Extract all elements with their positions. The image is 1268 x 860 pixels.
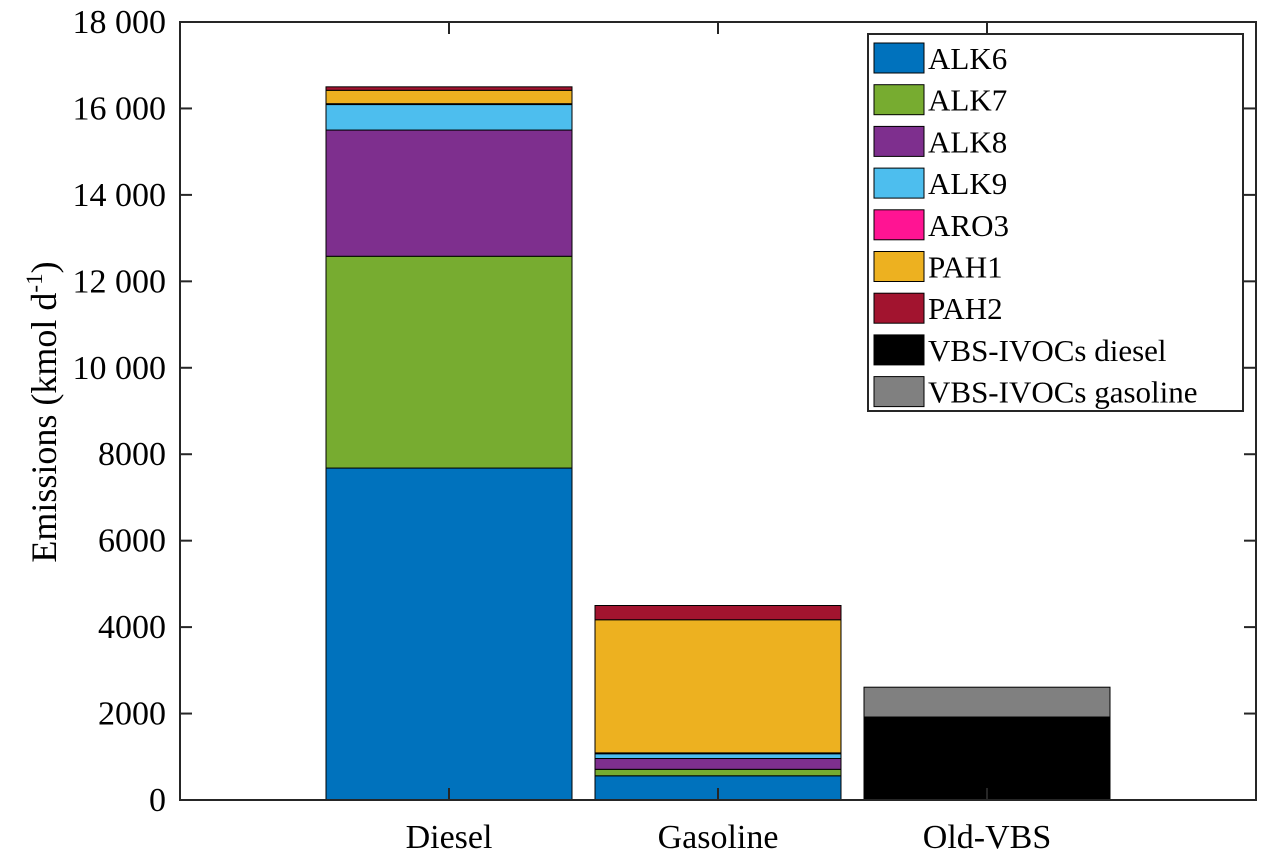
bar-segment-gasoline-alk7	[594, 768, 842, 777]
y-tick-label: 4000	[98, 609, 166, 646]
legend-swatch-alk7	[873, 84, 925, 116]
y-tick-label: 0	[149, 782, 166, 819]
bar-segment-old-vbs-vbs-ivocs-gasoline	[863, 686, 1111, 718]
legend-swatch-vbs-ivocs-gasoline	[873, 376, 925, 408]
y-axis-label-suffix: )	[24, 261, 64, 273]
legend-box	[867, 33, 1244, 412]
bar-segment-diesel-pah1	[325, 89, 573, 105]
legend-label-vbs-ivocs-gasoline: VBS-IVOCs gasoline	[928, 375, 1198, 410]
legend-label-alk9: ALK9	[928, 166, 1007, 201]
legend-swatch-alk8	[873, 125, 925, 157]
legend-swatch-vbs-ivocs-diesel	[873, 334, 925, 366]
x-tick-label-gasoline: Gasoline	[658, 819, 779, 856]
y-tick-label: 10 000	[73, 350, 167, 387]
legend-swatch-aro3	[873, 209, 925, 241]
bar-segment-diesel-alk8	[325, 129, 573, 257]
bar-segment-gasoline-pah1	[594, 619, 842, 754]
y-axis-label-superscript: -1	[22, 273, 47, 292]
y-tick-label: 6000	[98, 523, 166, 560]
x-tick-label-diesel: Diesel	[406, 819, 493, 856]
legend-swatch-alk9	[873, 167, 925, 199]
bar-segment-diesel-alk9	[325, 104, 573, 131]
y-axis-label-text: Emissions (kmol d	[24, 293, 64, 563]
bar-segment-gasoline-alk8	[594, 758, 842, 770]
legend: ALK6 ALK7 ALK8 ALK9 ARO3 PAH1 PAH2 VBS-IVOCs di…	[867, 33, 1244, 412]
legend-label-pah1: PAH1	[928, 250, 1003, 285]
bar-segment-diesel-pah2	[325, 86, 573, 91]
y-tick-label: 14 000	[73, 177, 167, 214]
bar-segment-gasoline-alk9	[594, 753, 842, 760]
bars-layer	[325, 86, 1111, 801]
y-tick-label: 8000	[98, 436, 166, 473]
y-axis-label: Emissions (kmol d-1)	[22, 261, 64, 562]
y-tick-label: 16 000	[73, 90, 167, 127]
y-tick-label: 18 000	[73, 4, 167, 41]
legend-label-alk7: ALK7	[928, 83, 1007, 118]
legend-label-vbs-ivocs-diesel: VBS-IVOCs diesel	[928, 333, 1167, 368]
bar-segment-gasoline-pah2	[594, 605, 842, 621]
y-tick-label: 2000	[98, 696, 166, 733]
bar-segment-diesel-alk6	[325, 467, 573, 801]
bar-segment-old-vbs-vbs-ivocs-diesel	[863, 716, 1111, 801]
legend-label-pah2: PAH2	[928, 291, 1003, 326]
legend-label-alk6: ALK6	[928, 41, 1007, 76]
bar-segment-diesel-alk7	[325, 255, 573, 469]
legend-swatch-pah1	[873, 251, 925, 282]
legend-label-alk8: ALK8	[928, 124, 1007, 159]
x-tick-label-old-vbs: Old-VBS	[923, 819, 1051, 856]
y-tick-label: 12 000	[73, 263, 167, 300]
axes-layer: 0 2000 4000 6000 8000 10 000 12 000 14 000 16 00…	[73, 4, 1257, 856]
legend-swatch-pah2	[873, 292, 925, 324]
legend-label-aro3: ARO3	[928, 208, 1009, 243]
legend-swatch-alk6	[873, 42, 925, 74]
